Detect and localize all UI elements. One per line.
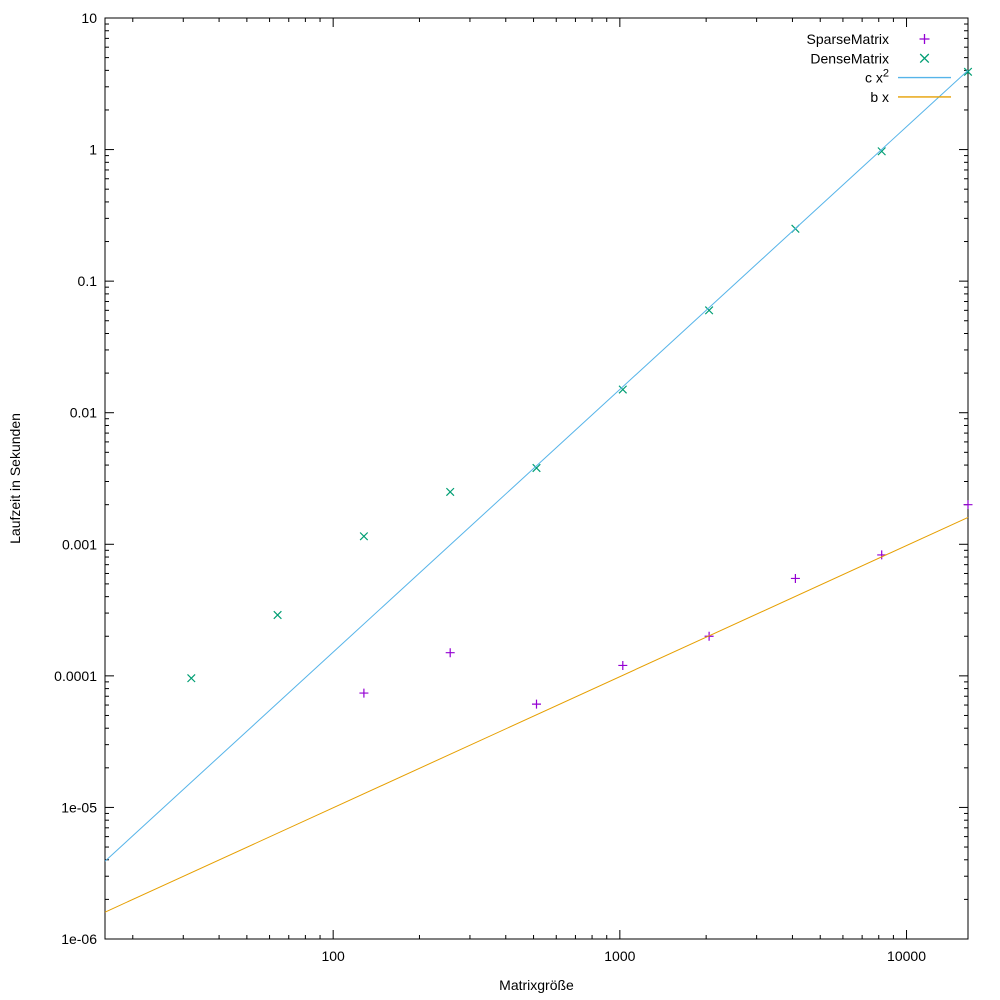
legend-item-densematrix: DenseMatrix (810, 50, 930, 66)
data-point (704, 306, 714, 315)
data-point (618, 385, 628, 394)
data-point (790, 573, 800, 583)
legend-marker-sample (919, 53, 930, 64)
legend-item-c-x-2: c x2 (865, 68, 951, 86)
series-densematrix (187, 67, 973, 683)
data-point (445, 487, 455, 497)
legend-label: b x (870, 89, 889, 105)
axes: 100 1000 10000 1e-06 1e-05 0.0001 0.001 0.01 0.1… (54, 10, 969, 964)
data-point (963, 67, 973, 77)
data-point (359, 688, 369, 698)
data-point (532, 463, 541, 473)
legend-marker-sample (919, 34, 930, 44)
y-axis-title: Laufzeit in Sekunden (7, 413, 23, 544)
y-tick-label: 1e-05 (61, 799, 97, 815)
data-point (273, 610, 282, 620)
legend-label: DenseMatrix (810, 50, 889, 66)
y-tick-label: 0.1 (78, 273, 98, 289)
series-c-x-2 (104, 69, 969, 862)
x-tick-label: 10000 (887, 948, 926, 964)
data-point (532, 699, 541, 709)
series-b-x (104, 516, 969, 913)
y-tick-label: 10 (81, 10, 97, 26)
data-point (187, 673, 196, 683)
series (104, 67, 973, 913)
data-point (963, 500, 973, 510)
data-point (877, 147, 886, 156)
y-tick-label: 0.01 (70, 405, 97, 421)
x-axis-title: Matrixgröße (499, 977, 574, 993)
legend-label: SparseMatrix (807, 31, 889, 47)
y-tick-label: 1e-06 (61, 931, 97, 947)
legend-item-b-x: b x (870, 89, 951, 105)
y-tick-label: 0.001 (62, 536, 97, 552)
series-sparsematrix (359, 500, 973, 709)
x-tick-label: 1000 (604, 948, 635, 964)
x-axis: 100 1000 10000 (132, 18, 926, 964)
fit-line (104, 69, 969, 862)
legend-item-sparsematrix: SparseMatrix (807, 31, 930, 47)
legend: SparseMatrix DenseMatrix c x2 b x (807, 31, 951, 105)
y-tick-label: 1 (89, 142, 97, 158)
data-point (359, 532, 369, 541)
y-axis: 1e-06 1e-05 0.0001 0.001 0.01 0.1 1 10 (54, 10, 968, 947)
y-tick-label: 0.0001 (54, 668, 97, 684)
plot-border (104, 17, 969, 940)
data-point (445, 648, 455, 658)
fit-line (104, 516, 969, 913)
data-point (877, 550, 887, 560)
data-point (618, 660, 628, 670)
legend-label: c x2 (865, 68, 889, 86)
x-tick-label: 100 (321, 948, 345, 964)
